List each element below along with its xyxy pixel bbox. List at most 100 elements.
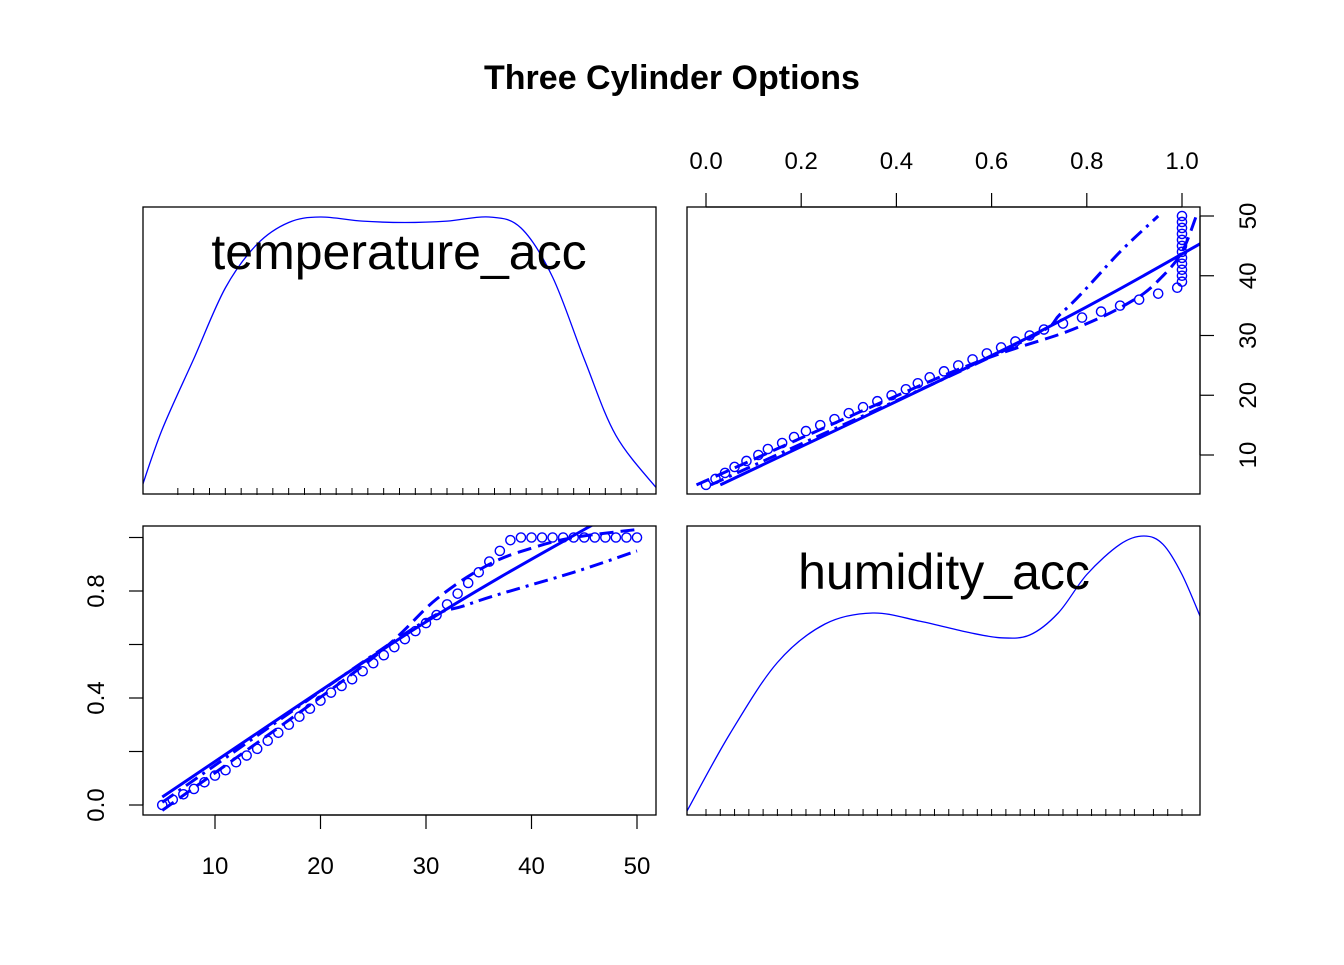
data-point: [843, 407, 855, 419]
data-point: [1024, 330, 1035, 341]
data-point: [610, 532, 622, 543]
tick-label: 0.2: [785, 148, 818, 175]
fit-line-dashed: [161, 528, 638, 812]
data-point: [568, 532, 580, 543]
data-point: [719, 467, 731, 479]
data-point: [912, 377, 924, 389]
data-point: [547, 532, 558, 543]
data-point: [776, 437, 788, 449]
data-point: [156, 799, 168, 811]
data-point: [272, 727, 284, 739]
fit-line-dashed: [695, 215, 1198, 487]
tick-label: 50: [1235, 203, 1262, 230]
data-point: [283, 719, 295, 731]
panel-humidity-vs-temperature: [142, 525, 657, 816]
data-point: [389, 641, 400, 653]
tick-label: 40: [1235, 262, 1262, 289]
data-point: [188, 783, 200, 795]
data-point: [981, 348, 993, 359]
data-point: [700, 479, 712, 491]
data-point: [1176, 276, 1188, 288]
data-point: [924, 372, 936, 383]
data-point: [800, 425, 812, 437]
data-point: [857, 401, 869, 413]
data-point: [251, 743, 263, 755]
tick-label: 0.6: [975, 148, 1008, 175]
panel-temperature-density: temperature_acc: [142, 206, 657, 495]
panel-frame: [142, 206, 657, 495]
data-point: [431, 609, 442, 621]
tick-label: 20: [1235, 382, 1262, 409]
panel-temperature-vs-humidity: [686, 206, 1201, 495]
data-point: [483, 556, 495, 567]
data-point: [199, 776, 210, 788]
tick-label: 0.0: [83, 788, 110, 821]
variable-label: humidity_acc: [798, 544, 1090, 600]
data-point: [536, 532, 548, 543]
data-point: [814, 419, 826, 431]
axes: 10 20 30 40 50 0.0 0.2 0.4 0.6 0.8 1.0 0.0 0.4 0.8 10 2…: [83, 148, 1262, 880]
x-axis-top: 0.0 0.2 0.4 0.6 0.8 1.0: [689, 148, 1199, 208]
data-point: [399, 633, 411, 645]
data-point: [952, 360, 964, 371]
panel-humidity-density: humidity_acc: [686, 525, 1201, 816]
data-point: [1176, 252, 1188, 264]
y-axis-left: 0.0 0.4 0.8: [83, 536, 144, 822]
data-point: [753, 449, 764, 461]
data-point: [167, 794, 179, 805]
data-point: [315, 695, 326, 706]
data-point: [494, 545, 506, 557]
tick-label: 0.8: [1070, 148, 1103, 175]
data-point: [462, 577, 474, 589]
data-point: [829, 413, 840, 425]
data-point: [294, 711, 305, 723]
data-point: [600, 532, 611, 543]
data-point: [762, 443, 774, 455]
data-point: [1010, 336, 1021, 347]
data-point: [1176, 210, 1188, 222]
data-point: [578, 532, 590, 543]
fit-line-dotdash: [710, 214, 1160, 487]
y-axis-right: 10 20 30 40 50: [1199, 203, 1262, 468]
data-point: [1176, 270, 1188, 282]
data-point: [1176, 264, 1188, 276]
tick-label: 0.0: [689, 148, 722, 175]
fit-line-dotdash: [161, 549, 638, 804]
tick-label: 50: [624, 853, 651, 880]
data-point: [357, 665, 369, 677]
data-point: [631, 532, 643, 543]
data-point: [1176, 258, 1188, 270]
data-point: [515, 532, 527, 543]
tick-label: 1.0: [1165, 148, 1198, 175]
data-point: [367, 657, 379, 669]
data-point: [729, 461, 740, 473]
data-point: [452, 588, 463, 599]
data-point: [505, 534, 516, 546]
data-point: [1152, 288, 1164, 299]
data-point: [209, 770, 221, 781]
data-point: [178, 789, 189, 800]
data-point: [1133, 294, 1145, 305]
data-point: [710, 473, 721, 485]
data-point: [589, 532, 601, 543]
data-point: [1176, 216, 1188, 228]
data-point: [1176, 222, 1188, 234]
data-point: [325, 687, 337, 698]
data-point: [526, 532, 537, 543]
tick-label: 0.8: [83, 574, 110, 607]
data-point: [621, 532, 632, 543]
data-point: [420, 617, 432, 629]
tick-label: 0.4: [83, 681, 110, 714]
fit-line-solid: [719, 242, 1200, 487]
tick-label: 20: [307, 853, 334, 880]
data-point: [410, 625, 421, 637]
data-point: [886, 389, 897, 401]
data-point: [304, 703, 316, 715]
data-point: [1176, 228, 1188, 240]
tick-label: 30: [413, 853, 440, 880]
panel-frame: [142, 525, 657, 816]
data-point: [938, 366, 950, 377]
tick-label: 0.4: [880, 148, 913, 175]
